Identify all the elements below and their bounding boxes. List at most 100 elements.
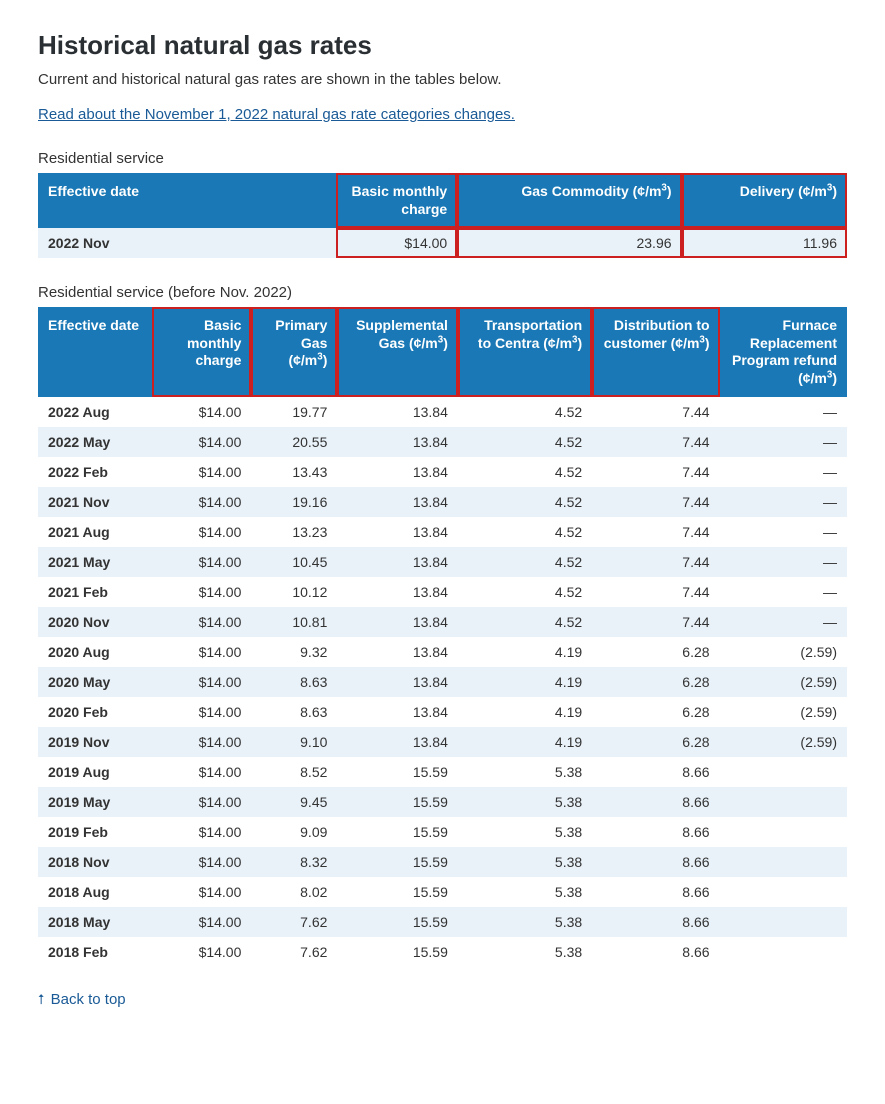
table-cell: $14.00 [152,517,252,547]
table-row: 2022 Nov$14.0023.9611.96 [38,228,847,258]
table-cell: 8.66 [592,757,719,787]
table-cell: 7.44 [592,577,719,607]
table-cell: $14.00 [152,547,252,577]
table-row: 2018 May$14.007.6215.595.388.66 [38,907,847,937]
table-cell: 8.32 [251,847,337,877]
table-cell: 2018 May [38,907,152,937]
table-row: 2018 Aug$14.008.0215.595.388.66 [38,877,847,907]
table-cell: 2021 May [38,547,152,577]
table-cell: 2020 Nov [38,607,152,637]
table-cell: 4.19 [458,667,592,697]
table-cell: 9.32 [251,637,337,667]
table-row: 2021 Aug$14.0013.2313.844.527.44— [38,517,847,547]
table-cell: 13.84 [337,577,457,607]
table-cell: 9.45 [251,787,337,817]
table-cell: 5.38 [458,937,592,967]
table-cell: 4.52 [458,547,592,577]
table-cell: $14.00 [152,697,252,727]
table-cell: — [720,457,847,487]
back-to-top-link[interactable]: ⭡ Back to top [38,991,126,1008]
table-cell: 8.66 [592,877,719,907]
table-cell: 4.52 [458,397,592,427]
table-cell: 7.44 [592,607,719,637]
table-cell: 6.28 [592,697,719,727]
table-row: 2020 Feb$14.008.6313.844.196.28(2.59) [38,697,847,727]
table-cell: 5.38 [458,877,592,907]
table-cell: 7.44 [592,547,719,577]
back-to-top-label: Back to top [51,991,126,1008]
column-header: Delivery (¢/m3) [682,173,847,228]
column-header: Transportation to Centra (¢/m3) [458,307,592,397]
table-cell: 5.38 [458,907,592,937]
table-cell [720,937,847,967]
table-cell: 13.84 [337,727,457,757]
table-cell: 2018 Feb [38,937,152,967]
table-row: 2022 Feb$14.0013.4313.844.527.44— [38,457,847,487]
column-header: Supplemental Gas (¢/m3) [337,307,457,397]
table-cell: 11.96 [682,228,847,258]
table-cell: 6.28 [592,727,719,757]
table-cell: 4.52 [458,487,592,517]
table-cell: — [720,427,847,457]
column-header: Basic monthly charge [152,307,252,397]
table-cell: (2.59) [720,637,847,667]
table-cell: 8.66 [592,907,719,937]
table-row: 2022 Aug$14.0019.7713.844.527.44— [38,397,847,427]
table-cell: 2019 Aug [38,757,152,787]
rate-changes-link[interactable]: Read about the November 1, 2022 natural … [38,106,515,123]
table-cell: 2021 Nov [38,487,152,517]
page-subtitle: Current and historical natural gas rates… [38,71,847,88]
table-cell: 9.10 [251,727,337,757]
table-cell: 15.59 [337,757,457,787]
table-cell: 7.62 [251,937,337,967]
table-cell: 23.96 [457,228,681,258]
table-cell: 4.52 [458,517,592,547]
table-cell: 5.38 [458,817,592,847]
table-row: 2018 Feb$14.007.6215.595.388.66 [38,937,847,967]
table-cell: — [720,397,847,427]
table-cell: 15.59 [337,907,457,937]
table-cell: 8.66 [592,817,719,847]
table-cell: 2019 May [38,787,152,817]
table-cell: 7.44 [592,397,719,427]
column-header: Effective date [38,307,152,397]
table-cell: 2019 Nov [38,727,152,757]
page-title: Historical natural gas rates [38,30,847,61]
column-header: Distribution to customer (¢/m3) [592,307,719,397]
table-cell: $14.00 [152,577,252,607]
table-cell: $14.00 [152,667,252,697]
table-cell: 5.38 [458,847,592,877]
table-cell: 7.44 [592,517,719,547]
table-cell: 13.84 [337,667,457,697]
table-cell: 13.84 [337,427,457,457]
table-cell: 2022 Aug [38,397,152,427]
table-cell: 15.59 [337,817,457,847]
table-cell: 13.84 [337,697,457,727]
table-residential-historical: Effective dateBasic monthly chargePrimar… [38,307,847,967]
table-cell: 8.63 [251,697,337,727]
table-cell: 8.52 [251,757,337,787]
table-cell: 7.44 [592,427,719,457]
table-cell [720,847,847,877]
table-cell: 8.66 [592,937,719,967]
table-cell: 2020 Feb [38,697,152,727]
table-cell: $14.00 [152,877,252,907]
table-cell: $14.00 [152,787,252,817]
table-cell: $14.00 [152,397,252,427]
table-cell: 4.52 [458,427,592,457]
table-cell: $14.00 [152,427,252,457]
table-cell: 2021 Aug [38,517,152,547]
table-cell: — [720,547,847,577]
table-cell: $14.00 [336,228,457,258]
table-cell: $14.00 [152,757,252,787]
table-cell: (2.59) [720,667,847,697]
table-cell: 4.52 [458,457,592,487]
table-cell: $14.00 [152,817,252,847]
table-row: 2020 May$14.008.6313.844.196.28(2.59) [38,667,847,697]
table-cell: 15.59 [337,847,457,877]
table-cell: 19.77 [251,397,337,427]
table-cell: 9.09 [251,817,337,847]
table-cell: 8.66 [592,847,719,877]
table-cell: 15.59 [337,937,457,967]
table-cell [720,787,847,817]
